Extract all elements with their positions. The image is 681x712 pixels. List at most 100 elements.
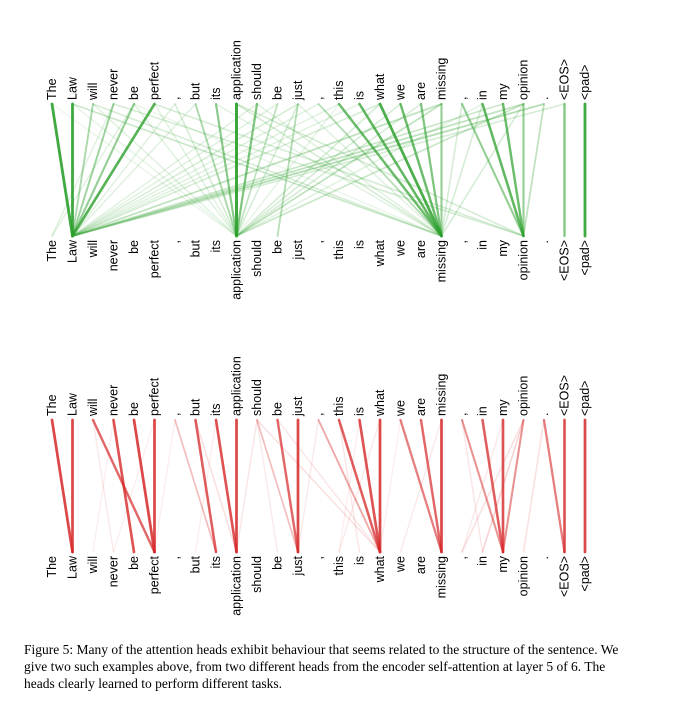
target-token-opinion: opinion [517,240,531,280]
attention-edge [112,419,156,553]
target-token-application: application [230,556,244,616]
source-token-be: be [127,86,141,100]
target-token-my: my [496,555,510,572]
attention-edge [71,103,258,237]
attention-panel-green: The Law will never be perfect, but its applicati… [45,40,592,300]
attention-edge [71,103,197,237]
source-token-perfect: perfect [148,377,162,416]
attention-edge [71,103,279,237]
attention-edge [337,102,443,238]
target-token-perfect: perfect [148,239,162,278]
source-token-be: be [271,86,285,100]
source-token-we: we [394,84,408,101]
attention-edge [71,103,504,237]
attention-edges [50,102,587,238]
target-token-pad: <pad> [578,556,592,591]
source-token-pad: <pad> [578,381,592,416]
source-token-law: Law [66,76,80,100]
attention-edge [235,419,258,553]
attention-panel-red: The Law will never be perfect, but its applicati… [45,356,592,616]
attention-edge [440,103,484,237]
target-token-opinion: opinion [517,556,531,596]
target-token-punct: . [537,240,551,243]
attention-edge [92,419,115,553]
target-token-law: Law [66,555,80,579]
target-token-be: be [127,240,141,254]
attention-edge [71,103,176,237]
attention-edge [338,419,361,553]
attention-edge [481,418,505,554]
attention-edge [51,103,238,237]
attention-edge [71,103,525,237]
attention-edge [153,103,525,237]
target-token-what: what [373,239,387,267]
attention-edge [71,103,299,237]
source-token-punct: , [168,413,182,416]
attention-edge [51,103,135,237]
attention-edge [460,418,505,554]
target-token-the: The [45,556,59,578]
source-token-the: The [45,394,59,416]
source-token-what: what [373,389,387,417]
attention-edge [399,419,443,553]
attention-edge [358,418,382,554]
attention-edge [92,419,115,553]
attention-edge [71,103,340,237]
target-token-labels: The Law will never be perfect, but its applicati… [45,239,592,300]
target-token-will: will [86,240,100,258]
attention-edge [235,103,422,237]
attention-edge [71,102,156,238]
source-token-be: be [127,402,141,416]
source-token-never: never [107,69,121,100]
source-token-this: this [332,397,346,416]
source-token-in: in [476,90,490,100]
attention-edge [460,102,525,238]
source-token-punct: . [537,97,551,100]
source-token-my: my [496,399,510,416]
source-token-are: are [414,398,428,416]
attention-edge [153,103,238,237]
attention-edge [235,103,299,237]
attention-edge [440,103,463,237]
attention-edge [419,102,443,238]
target-token-but: but [189,555,203,573]
attention-visualization: The Law will never be perfect, but its applicati… [45,40,592,616]
source-token-never: never [107,385,121,416]
target-token-be: be [271,556,285,570]
attention-edge [50,418,74,554]
attention-edge [174,419,217,553]
target-token-just: just [291,555,305,576]
target-token-just: just [291,239,305,260]
attention-edge [214,102,238,238]
target-token-missing: missing [435,240,449,282]
attention-edge [50,102,74,238]
attention-edge [71,103,545,237]
attention-edge [235,103,525,237]
attention-edge [112,418,136,554]
attention-edge [51,103,115,237]
target-token-eos: <EOS> [558,556,572,597]
target-token-in: in [476,240,490,250]
target-token-be: be [127,556,141,570]
source-token-punct: , [455,97,469,100]
attention-edge [92,103,238,237]
source-token-pad: <pad> [578,65,592,100]
attention-edge [256,419,381,553]
attention-edge [112,103,525,237]
source-token-is: is [353,407,367,416]
attention-edge [71,102,136,238]
attention-edge [153,419,176,553]
target-token-pad: <pad> [578,240,592,275]
attention-edge [440,103,525,237]
target-token-missing: missing [435,556,449,598]
target-token-should: should [250,240,264,277]
attention-edge [235,103,381,237]
target-token-labels: The Law will never be perfect, but its applicati… [45,555,592,616]
source-token-will: will [86,83,100,101]
target-token-will: will [86,556,100,574]
attention-edge [542,418,566,554]
attention-edge [71,103,443,237]
attention-edge [522,103,545,237]
target-token-this: this [332,556,346,575]
target-token-what: what [373,555,387,583]
